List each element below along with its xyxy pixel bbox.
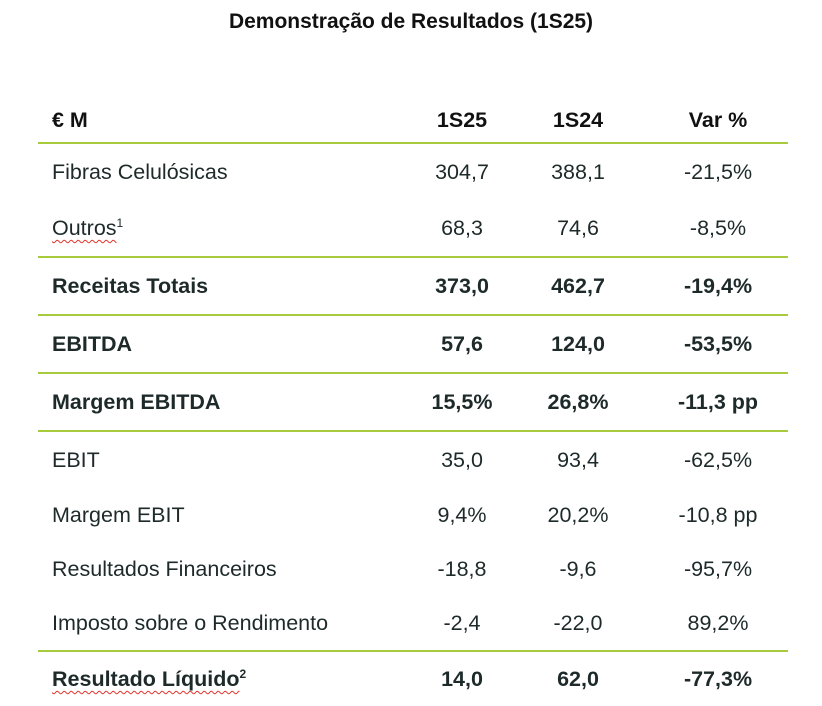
row-value-1s25: 68,3	[441, 216, 483, 240]
row-value-1s25: 373,0	[435, 274, 489, 298]
row-value-1s25: -2,4	[443, 611, 481, 635]
row-value-1s25: 14,0	[441, 667, 483, 691]
table-row: Receitas Totais 373,0 462,7 -19,4%	[38, 258, 788, 314]
row-divider	[38, 650, 788, 652]
income-statement-table: € M 1S25 1S24 Var % Fibras Celulósicas 3…	[38, 92, 788, 706]
row-label: EBIT	[52, 448, 100, 472]
table-header-row: € M 1S25 1S24 Var %	[38, 92, 788, 142]
row-value-1s24: 20,2%	[547, 503, 609, 527]
row-divider	[38, 256, 788, 258]
header-col-1s25: 1S25	[436, 108, 488, 132]
table-row: Fibras Celulósicas 304,7 388,1 -21,5%	[38, 144, 788, 200]
row-label: Fibras Celulósicas	[52, 160, 228, 184]
row-label-text: Resultado Líquido	[52, 667, 240, 691]
row-value-var: -77,3%	[683, 667, 753, 691]
header-label-currency: € M	[52, 108, 88, 132]
row-value-var: -53,5%	[683, 332, 753, 356]
row-value-1s24: -22,0	[553, 611, 603, 635]
row-value-1s24: 62,0	[557, 667, 599, 691]
row-label: Margem EBIT	[52, 503, 185, 527]
row-divider	[38, 372, 788, 374]
row-value-var: 89,2%	[687, 611, 749, 635]
row-value-1s25: -18,8	[437, 557, 487, 581]
row-value-var: -21,5%	[683, 160, 753, 184]
row-divider	[38, 314, 788, 316]
row-value-var: -8,5%	[689, 216, 747, 240]
footnote-marker: 2	[239, 666, 247, 681]
table-row: Resultados Financeiros -18,8 -9,6 -95,7%	[38, 542, 788, 596]
row-value-var: -62,5%	[683, 448, 753, 472]
row-value-1s24: 93,4	[557, 448, 599, 472]
header-col-1s24: 1S24	[552, 108, 604, 132]
row-value-1s25: 57,6	[441, 332, 483, 356]
row-value-1s25: 15,5%	[431, 390, 493, 414]
row-label: Resultados Financeiros	[52, 557, 277, 581]
row-value-1s24: 388,1	[551, 160, 605, 184]
row-label: Outros1	[52, 200, 123, 256]
row-label: Receitas Totais	[52, 274, 209, 298]
header-divider	[38, 142, 788, 144]
page-title: Demonstração de Resultados (1S25)	[228, 10, 594, 33]
row-value-var: -10,8 pp	[678, 503, 758, 527]
row-value-1s24: 26,8%	[547, 390, 609, 414]
row-label: Margem EBITDA	[52, 390, 221, 414]
table-row: Margem EBIT 9,4% 20,2% -10,8 pp	[38, 488, 788, 542]
row-divider	[38, 430, 788, 432]
header-col-var: Var %	[688, 108, 748, 132]
footnote-marker: 1	[116, 215, 124, 230]
table-row: Outros1 68,3 74,6 -8,5%	[38, 200, 788, 256]
row-value-var: -19,4%	[683, 274, 753, 298]
row-value-1s24: -9,6	[559, 557, 597, 581]
table-row: EBIT 35,0 93,4 -62,5%	[38, 432, 788, 488]
row-value-1s25: 304,7	[435, 160, 489, 184]
row-value-1s24: 124,0	[551, 332, 605, 356]
row-value-1s25: 35,0	[441, 448, 483, 472]
table-row: Resultado Líquido2 14,0 62,0 -77,3%	[38, 652, 788, 706]
table-row: Imposto sobre o Rendimento -2,4 -22,0 89…	[38, 596, 788, 650]
row-label: EBITDA	[52, 332, 133, 356]
table-row: EBITDA 57,6 124,0 -53,5%	[38, 316, 788, 372]
row-value-1s25: 9,4%	[437, 503, 487, 527]
row-value-var: -11,3 pp	[677, 390, 759, 414]
row-label-text: Outros	[52, 216, 117, 240]
row-value-1s24: 74,6	[557, 216, 599, 240]
table-row: Margem EBITDA 15,5% 26,8% -11,3 pp	[38, 374, 788, 430]
row-value-1s24: 462,7	[551, 274, 605, 298]
row-label: Resultado Líquido2	[52, 652, 246, 706]
row-label: Imposto sobre o Rendimento	[52, 611, 329, 635]
row-value-var: -95,7%	[683, 557, 753, 581]
